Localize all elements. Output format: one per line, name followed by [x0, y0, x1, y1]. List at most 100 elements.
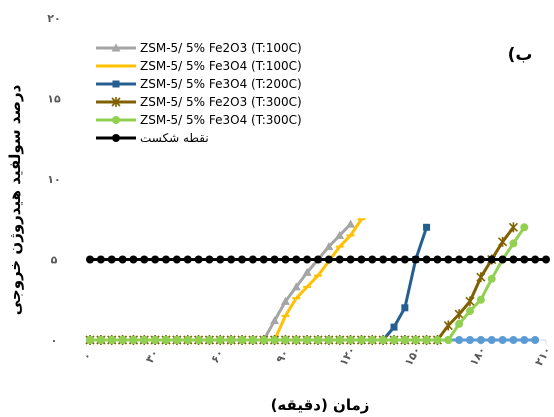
legend: ZSM-5/ 5% Fe2O3 (T:100C) ZSM-5/ 5% Fe3O4 …: [96, 41, 302, 145]
data-point: [466, 307, 474, 316]
x-tick-label: ۱۲۰: [337, 344, 358, 368]
data-point: [335, 255, 344, 264]
legend-label: ZSM-5/ 5% Fe2O3 (T:100C): [140, 41, 302, 55]
data-point: [335, 336, 344, 344]
data-point: [509, 239, 518, 248]
series-line: [90, 226, 428, 342]
data-point: [476, 336, 485, 344]
data-point: [390, 336, 398, 344]
data-point: [379, 255, 388, 264]
y-tick-label: ۲۰: [47, 12, 60, 25]
x-tick-label: ۱۸۰: [467, 344, 488, 368]
data-point: [194, 336, 203, 344]
data-point: [520, 223, 529, 232]
data-point: [444, 255, 453, 264]
data-point: [162, 336, 170, 344]
data-point: [129, 336, 138, 344]
data-point: [346, 336, 355, 344]
data-point: [422, 255, 431, 264]
legend-item: ZSM-5/ 5% Fe2O3 (T:100C): [96, 41, 302, 55]
data-point: [487, 336, 496, 344]
data-point: [401, 304, 409, 312]
data-point: [270, 255, 279, 264]
data-point: [205, 336, 214, 344]
data-point: [314, 336, 322, 344]
legend-label: ZSM-5/ 5% Fe3O4 (T:200C): [140, 77, 302, 91]
data-point: [346, 219, 356, 228]
data-point: [302, 267, 312, 276]
y-axis-title: درصد سولفید هیدروژن خروجی: [6, 84, 24, 315]
data-point: [400, 336, 409, 344]
data-point: [129, 255, 138, 264]
data-point: [194, 255, 203, 264]
data-point: [111, 97, 121, 107]
data-point: [151, 255, 160, 264]
data-point: [476, 272, 486, 283]
data-point: [487, 255, 496, 264]
data-point: [118, 255, 127, 264]
data-point: [465, 296, 475, 307]
legend-item: ZSM-5/ 5% Fe2O3 (T:300C): [96, 95, 302, 109]
data-point: [227, 336, 236, 344]
data-point: [107, 336, 116, 344]
x-tick-label: ۶۰: [208, 347, 226, 365]
data-point: [346, 255, 355, 264]
data-point: [400, 255, 409, 264]
data-point: [118, 336, 127, 344]
data-point: [216, 255, 225, 264]
x-tick-label: ۹۰: [273, 347, 291, 365]
data-point: [281, 255, 290, 264]
panel-label: (ب: [508, 45, 533, 65]
data-point: [140, 255, 149, 264]
data-point: [292, 255, 301, 264]
series-line: [90, 218, 363, 342]
data-point: [172, 336, 181, 344]
data-point: [357, 336, 366, 344]
y-tick-label: ۵: [51, 254, 58, 267]
data-point: [390, 255, 398, 264]
data-point: [86, 255, 94, 264]
data-point: [466, 336, 474, 344]
legend-item: ZSM-5/ 5% Fe3O4 (T:300C): [96, 113, 302, 127]
legend-label: نقطه شکست: [140, 131, 209, 145]
data-point: [270, 316, 280, 325]
legend-label: ZSM-5/ 5% Fe3O4 (T:100C): [140, 59, 302, 73]
data-point: [335, 230, 345, 239]
series-6: [86, 255, 550, 264]
series-2: [86, 223, 431, 344]
series-layer: [85, 218, 550, 345]
series-4: [86, 223, 529, 344]
data-point: [379, 336, 388, 344]
data-point: [140, 336, 149, 344]
series-0: [85, 219, 356, 344]
data-point: [520, 255, 529, 264]
data-point: [314, 255, 322, 264]
data-point: [455, 255, 464, 264]
data-point: [324, 336, 333, 344]
data-point: [498, 236, 508, 247]
data-point: [357, 255, 366, 264]
data-point: [107, 255, 116, 264]
x-axis-title: زمان (دقیقه): [271, 396, 370, 414]
y-tick-label: ۱۰: [47, 173, 60, 186]
legend-item: نقطه شکست: [96, 131, 209, 145]
y-tick-label: ۱۵: [47, 93, 61, 106]
data-point: [531, 255, 540, 264]
data-point: [96, 336, 105, 344]
series-3: [85, 222, 518, 345]
data-point: [216, 336, 225, 344]
axes-layer: ۰ ۳۰ ۶۰ ۹۰ ۱۲۰ ۱۵۰ ۱۸۰ ۲۱۰ ۰ ۵ ۱۰ ۱۵ ۲۰: [47, 12, 553, 368]
data-point: [259, 336, 268, 344]
data-point: [303, 336, 312, 344]
data-point: [112, 80, 120, 88]
data-point: [411, 255, 420, 264]
data-point: [498, 255, 507, 264]
x-tick-label: ۰: [80, 350, 95, 362]
data-point: [368, 255, 377, 264]
data-point: [433, 336, 442, 344]
data-point: [303, 255, 312, 264]
y-tick-label: ۰: [51, 334, 58, 347]
data-point: [151, 336, 160, 344]
data-point: [466, 255, 474, 264]
